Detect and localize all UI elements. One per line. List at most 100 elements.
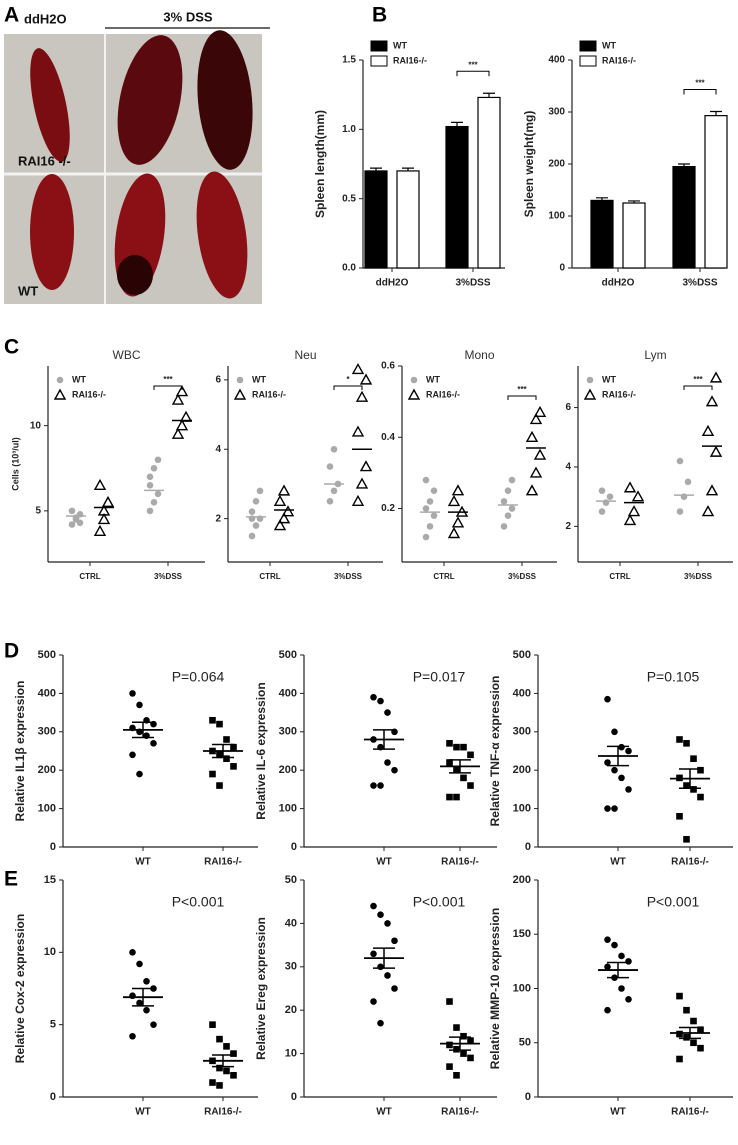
point [209,1079,216,1086]
point [223,736,230,743]
x-tick-label: WT [135,857,151,868]
point [705,395,719,407]
bar [445,125,469,269]
point [355,390,369,402]
panel-label: E [4,868,18,891]
legend-label: WT [602,40,616,50]
point [56,376,64,384]
point [175,419,189,431]
x-tick-label: CTRL [79,572,100,581]
point [216,1082,223,1089]
photo-label: ddH2O [24,11,67,26]
significance-bracket [153,385,183,390]
point [146,507,154,515]
y-axis-label: Relative TNF-α expression [488,676,502,827]
point [422,533,430,541]
point [146,482,154,489]
x-tick-label: WT [610,857,626,868]
y-tick-label: 0.4 [381,432,395,443]
bar [704,115,728,269]
point [604,759,611,766]
point [101,495,115,508]
x-tick-label: CTRL [433,572,454,581]
error-bar [212,1054,234,1068]
point [625,996,632,1003]
y-tick-label: 6 [565,402,571,413]
point [453,743,460,751]
point [384,759,391,766]
point [179,410,193,422]
error-bar [483,92,495,98]
point [508,476,516,484]
point [618,952,625,960]
point [330,445,338,453]
point [377,963,384,971]
chart-title: Lym [644,348,666,362]
point [384,920,391,927]
point [53,388,67,400]
y-tick-label: 0 [525,841,531,853]
point [223,755,230,762]
point [697,766,704,774]
significance-bracket [456,70,490,77]
legend-label: RAI16-/- [602,55,636,65]
legend-label: WT [426,374,440,384]
point [697,793,704,801]
p-value: P=0.105 [647,669,700,685]
point [326,463,334,470]
x-tick-label: WT [135,1107,151,1118]
x-tick-label: RAI16-/- [441,1107,479,1118]
point [377,697,384,705]
point [136,960,143,968]
point [236,376,244,384]
y-tick-label: 10 [285,1048,297,1060]
y-axis-label: Spleen length(mm) [313,110,327,218]
point [533,448,547,460]
point [684,478,692,486]
p-value: P<0.001 [172,894,225,910]
point [143,1006,150,1014]
y-tick-label: 0 [50,1091,56,1103]
point [446,998,453,1005]
error-bar [596,197,608,201]
chart-title: Neu [294,348,316,362]
point [154,490,162,498]
panel-label: C [4,336,19,359]
photo-label: 3% DSS [163,9,212,24]
point [175,385,189,397]
point [209,1021,216,1028]
error-bar [679,768,701,789]
y-tick-label: 200 [513,874,531,886]
point [248,508,256,515]
spleen-dark [117,255,153,295]
point [611,766,618,774]
legend-label: RAI16-/- [602,389,636,399]
point [500,523,508,530]
significance-bracket [333,385,363,390]
point [391,937,398,945]
y-tick-label: 100 [279,803,297,815]
error-bar [449,1036,471,1051]
point [676,812,683,820]
chart-title: WBC [113,348,141,362]
bar [364,170,388,269]
legend-label: RAI16-/- [426,389,460,399]
point [460,1032,467,1040]
point [690,1039,697,1047]
y-tick-label: 100 [513,982,531,994]
point [351,425,365,437]
y-tick-label: 100 [548,211,565,222]
error-bar [710,110,722,116]
point [370,782,377,789]
point [351,494,365,506]
y-tick-label: 300 [38,726,56,738]
significance-bracket [507,395,537,400]
y-tick-label: 200 [279,764,297,776]
point [384,709,391,716]
point [676,736,683,743]
point [252,497,260,505]
x-tick-label: 3%DSS [154,572,183,581]
point [93,524,107,537]
point [467,1037,474,1044]
